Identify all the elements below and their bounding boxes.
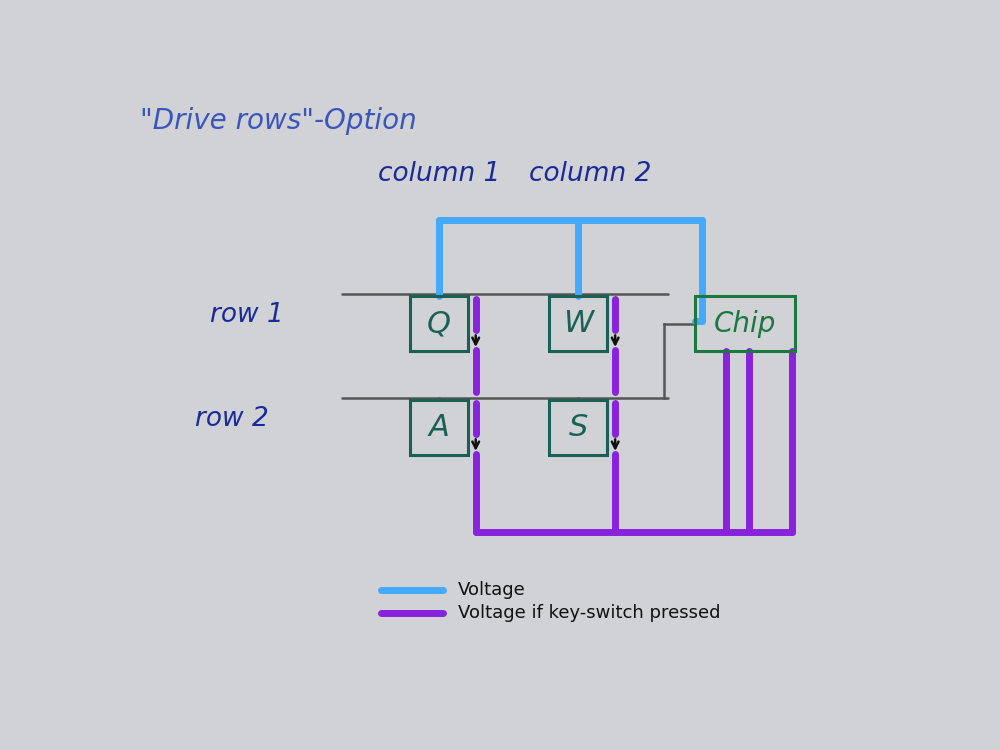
- Text: row 2: row 2: [195, 406, 268, 432]
- Bar: [549, 296, 607, 351]
- Text: Voltage: Voltage: [458, 580, 526, 598]
- Bar: [410, 296, 468, 351]
- Text: Voltage if key-switch pressed: Voltage if key-switch pressed: [458, 604, 721, 622]
- Bar: [549, 400, 607, 455]
- Text: column 1: column 1: [378, 160, 500, 187]
- Text: column 2: column 2: [529, 160, 651, 187]
- Text: row 1: row 1: [210, 302, 284, 328]
- Text: W: W: [563, 310, 593, 338]
- Text: A: A: [428, 413, 449, 442]
- Bar: [410, 400, 468, 455]
- Text: Chip: Chip: [714, 310, 776, 338]
- Bar: [695, 296, 795, 351]
- Text: S: S: [569, 413, 588, 442]
- Text: Q: Q: [427, 310, 451, 338]
- Text: "Drive rows"-Option: "Drive rows"-Option: [140, 107, 417, 135]
